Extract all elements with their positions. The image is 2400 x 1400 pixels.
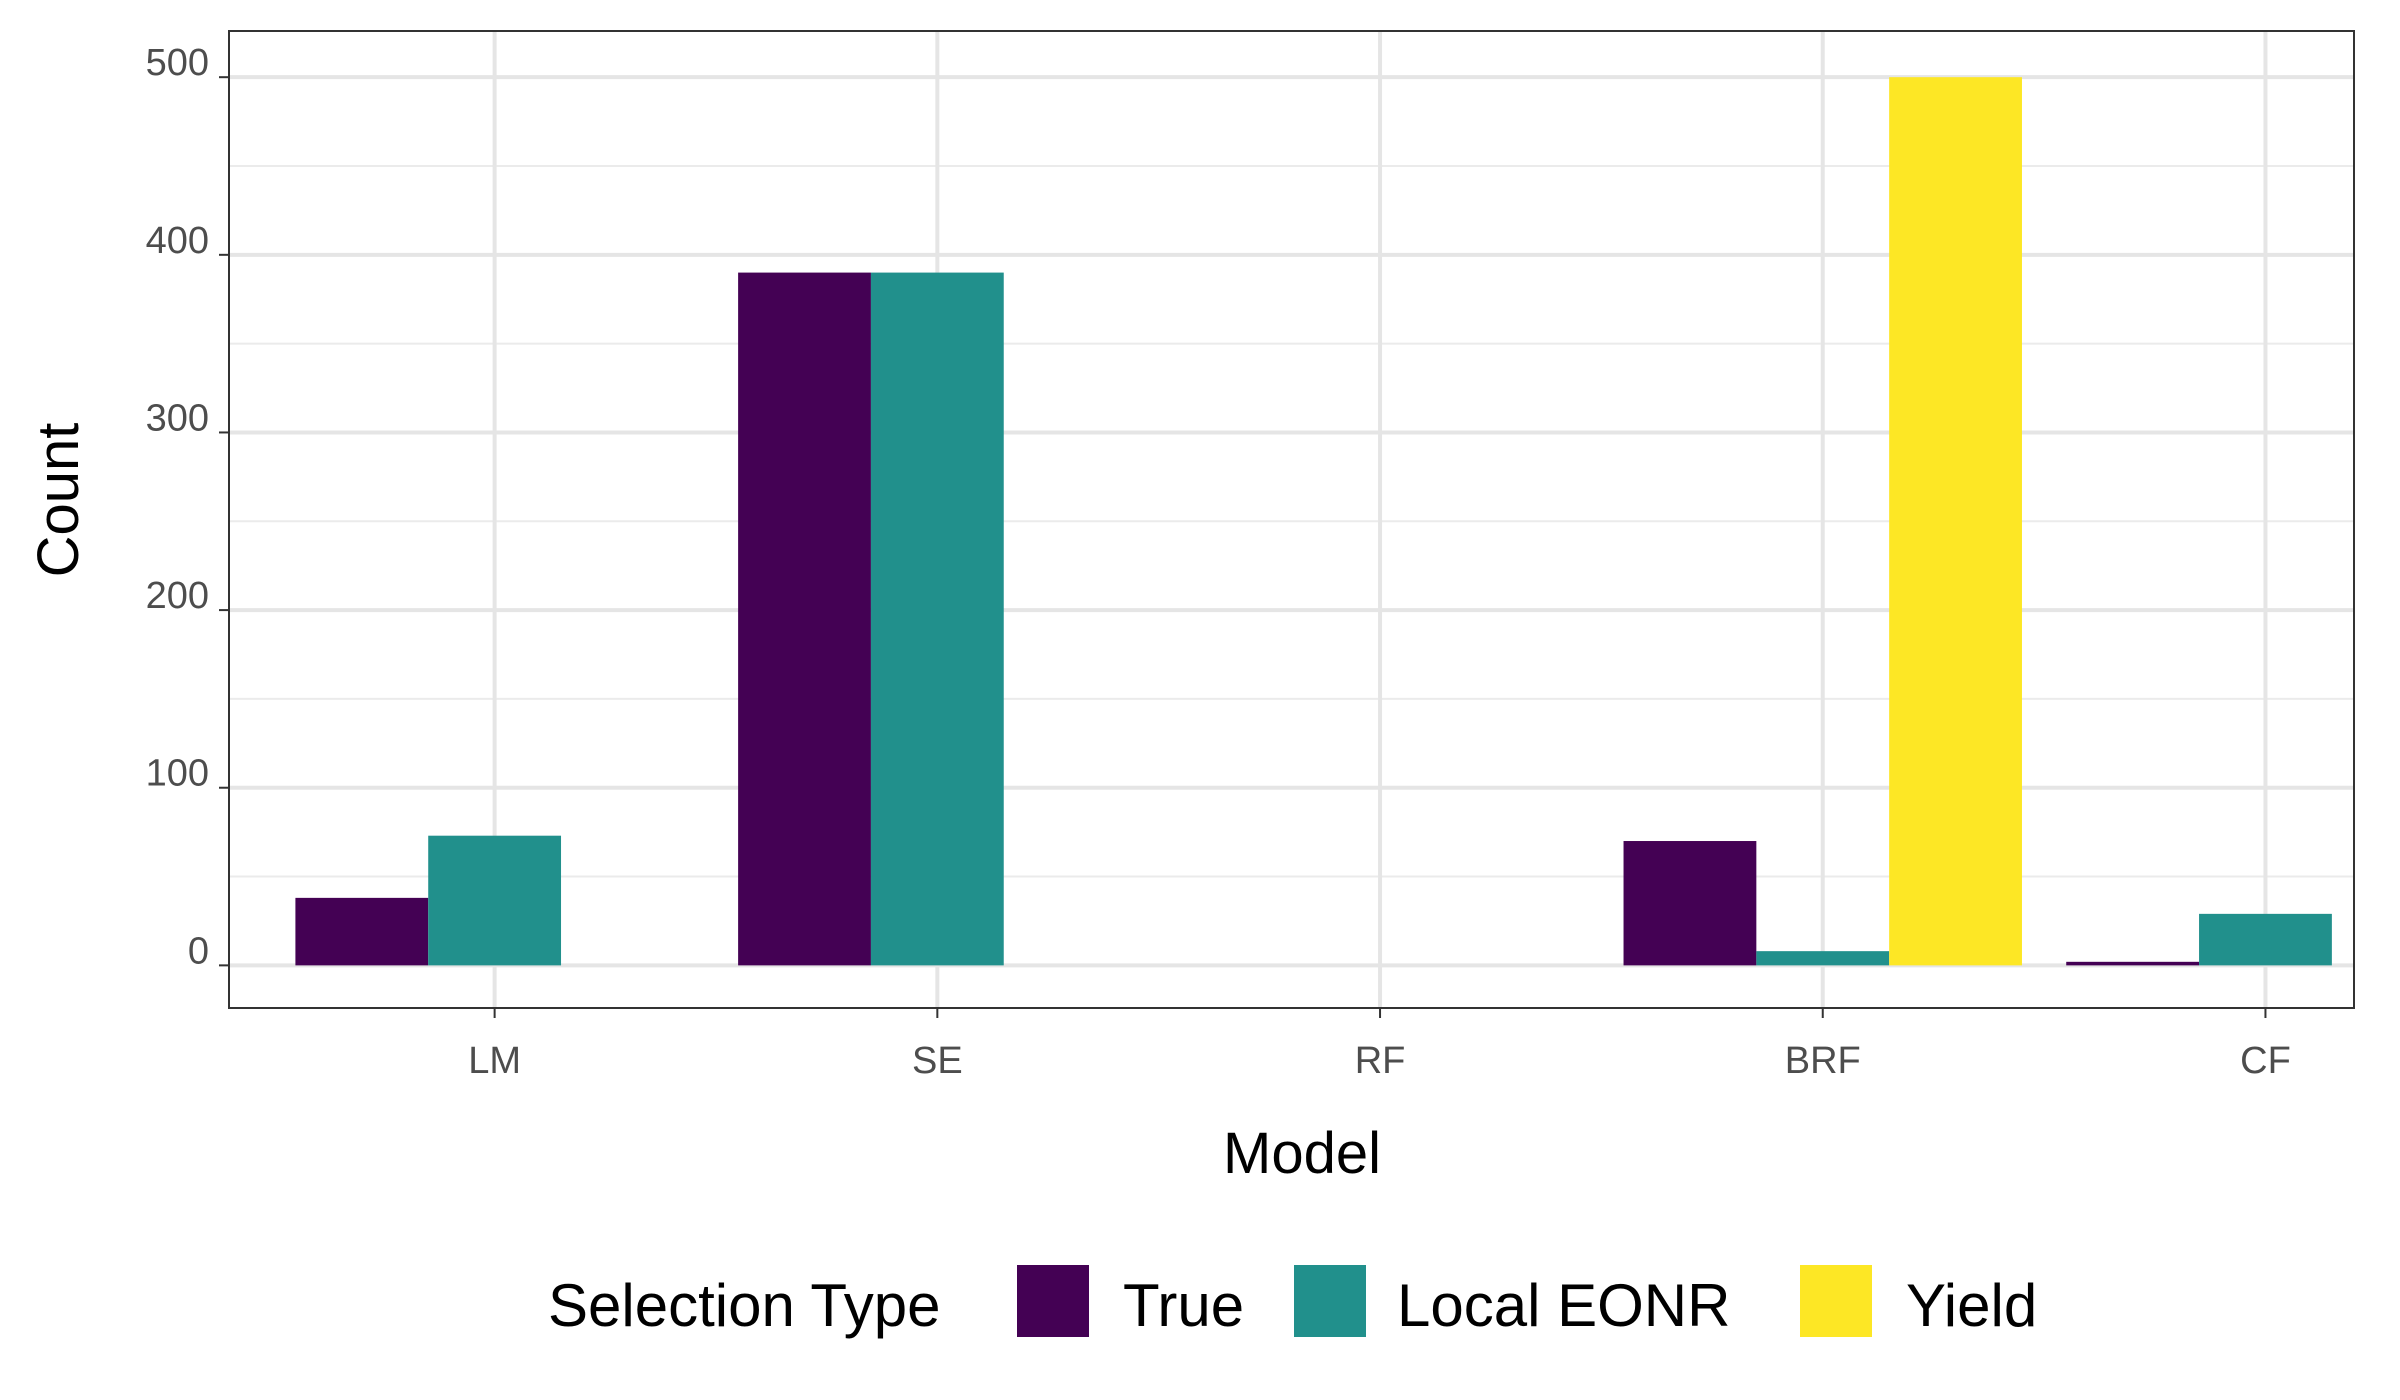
y-tick-label: 400 bbox=[146, 220, 209, 262]
y-axis-title: Count bbox=[26, 423, 91, 578]
bar-brf-local-eonr bbox=[1756, 951, 1890, 966]
legend-label: Yield bbox=[1906, 1272, 2037, 1339]
legend-key-local-eonr bbox=[1294, 1265, 1366, 1337]
x-tick-label: RF bbox=[1355, 1040, 1406, 1082]
bar-brf-yield bbox=[1889, 77, 2022, 966]
y-axis: 0 100 200 300 400 500 bbox=[146, 42, 229, 972]
bar-lm-true bbox=[295, 897, 429, 966]
y-tick-label: 100 bbox=[146, 753, 209, 795]
x-tick-label: BRF bbox=[1785, 1040, 1861, 1082]
y-tick-label: 500 bbox=[146, 42, 209, 84]
legend: Selection Type True Local EONR Yield bbox=[548, 1265, 2037, 1339]
y-tick-label: 0 bbox=[188, 930, 209, 972]
x-tick-label: SE bbox=[912, 1040, 963, 1082]
legend-key-yield bbox=[1800, 1265, 1872, 1337]
x-axis-title: Model bbox=[1223, 1121, 1381, 1186]
legend-label: Local EONR bbox=[1397, 1272, 1730, 1339]
plot-panel-border bbox=[228, 30, 2355, 1009]
bar-cf-true bbox=[2066, 961, 2200, 966]
bars bbox=[295, 77, 2332, 966]
legend-key-true bbox=[1017, 1265, 1089, 1337]
bar-se-true bbox=[738, 272, 871, 966]
y-tick-label: 200 bbox=[146, 575, 209, 617]
x-tick-label: LM bbox=[468, 1040, 521, 1082]
x-axis: LM SE RF BRF CF bbox=[468, 1008, 2291, 1082]
bar-cf-local-eonr bbox=[2199, 913, 2332, 966]
bar-se-local-eonr bbox=[870, 272, 1004, 966]
legend-label: True bbox=[1123, 1272, 1244, 1339]
legend-title: Selection Type bbox=[548, 1272, 941, 1339]
bar-lm-local-eonr bbox=[428, 835, 562, 966]
y-tick-label: 300 bbox=[146, 397, 209, 439]
x-tick-label: CF bbox=[2240, 1040, 2291, 1082]
bar-brf-true bbox=[1623, 841, 1757, 966]
